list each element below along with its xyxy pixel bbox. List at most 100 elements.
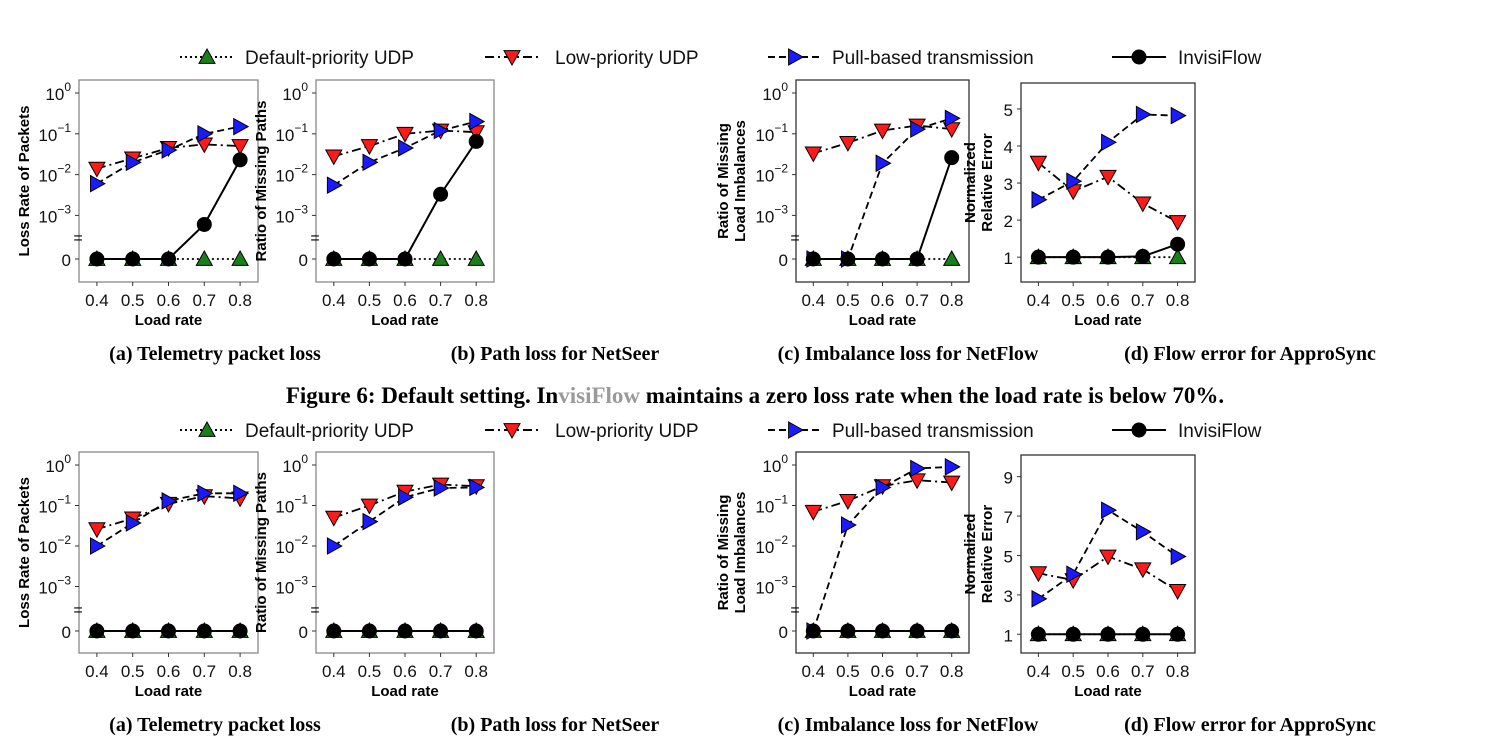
data-point (873, 123, 892, 140)
axis-break-icon: = (73, 230, 82, 247)
x-axis-label: Load rate (135, 312, 203, 329)
data-point (398, 139, 415, 157)
data-point (88, 522, 106, 539)
x-tick-label: 0.8 (1166, 662, 1190, 681)
x-tick-label: 0.7 (905, 291, 929, 310)
data-point (397, 623, 413, 639)
y-tick-base: 10 (755, 579, 774, 598)
x-tick-label: 0.4 (801, 291, 825, 310)
data-point (125, 153, 142, 172)
x-tick-label: 0.6 (1096, 291, 1120, 310)
y-tick-label: 10−2 (755, 162, 788, 186)
data-point (196, 216, 212, 232)
data-point (324, 510, 343, 527)
data-point (360, 498, 379, 515)
x-axis-label: Load rate (135, 683, 203, 700)
data-point (1133, 562, 1152, 579)
x-tick-label: 0.4 (85, 291, 109, 310)
series-invisi (1030, 236, 1186, 265)
legend: Default-priority UDP Low-priority UDP Pull… (180, 420, 1262, 442)
y-tick-exponent: −2 (774, 162, 788, 176)
y-tick-base: 10 (38, 579, 57, 598)
y-tick-label: 2 (1004, 212, 1013, 231)
series-line (1037, 113, 1178, 201)
axis-break-icon: = (73, 602, 82, 619)
y-tick-label: 10−1 (755, 121, 788, 145)
series-invisi (89, 623, 248, 639)
subfigure-caption: (d) Flow error for ApproSync (1124, 343, 1376, 365)
series-line (813, 479, 952, 513)
y-tick-label-zero: 0 (299, 251, 308, 270)
data-point (362, 512, 379, 531)
x-axis-label: Load rate (849, 683, 917, 700)
data-point (90, 174, 106, 193)
data-point (875, 154, 892, 173)
series-pull (90, 117, 250, 193)
y-tick-exponent: −1 (294, 493, 308, 507)
x-tick-label: 0.4 (1027, 662, 1051, 681)
axis-break-icon: = (790, 602, 799, 619)
y-axis-label: Normalized (962, 142, 979, 223)
data-point (433, 479, 450, 497)
y-tick-exponent: −2 (294, 533, 308, 547)
data-point (362, 153, 379, 172)
data-point (875, 478, 892, 497)
data-point (1100, 249, 1116, 265)
chart-panel: 1 3 5 7 9 0.4 0.5 0.6 0.7 0.8 Load rate Normalized R… (962, 454, 1376, 736)
x-tick-label: 0.4 (322, 291, 346, 310)
subfigure-caption: (a) Telemetry packet loss (109, 714, 321, 736)
x-tick-label: 0.6 (157, 662, 181, 681)
axis-break-icon: = (790, 230, 799, 247)
data-point (433, 623, 449, 639)
y-tick-label: 5 (1004, 101, 1013, 120)
y-tick-label: 100 (282, 452, 308, 476)
series-low (804, 473, 961, 521)
y-tick-exponent: −1 (774, 493, 788, 507)
data-point (804, 146, 823, 163)
data-point (1031, 190, 1048, 209)
data-point (1135, 626, 1151, 642)
data-point (944, 458, 961, 476)
legend-label: Pull-based transmission (832, 421, 1034, 442)
data-point (431, 249, 450, 266)
subfigure-caption: (d) Flow error for ApproSync (1124, 714, 1376, 736)
legend-marker-triangle-down-icon (503, 423, 521, 440)
y-tick-label: 10−1 (755, 493, 788, 517)
y-tick-label-zero: 0 (779, 623, 788, 642)
x-tick-label: 0.5 (121, 291, 145, 310)
series-pull (806, 458, 961, 640)
data-point (396, 126, 414, 143)
y-tick-base: 10 (755, 167, 774, 186)
data-point (326, 251, 342, 267)
data-point (1135, 522, 1152, 541)
data-point (361, 251, 377, 267)
data-point (1101, 133, 1118, 152)
caption-suffix: maintains a zero loss rate when the load… (640, 383, 1224, 408)
x-tick-label: 0.7 (1131, 662, 1155, 681)
x-tick-label: 0.7 (1131, 291, 1155, 310)
data-point (1065, 626, 1081, 642)
data-point (469, 478, 486, 497)
series-pull (326, 112, 486, 195)
x-tick-label: 0.6 (871, 291, 895, 310)
x-tick-label: 0.7 (429, 291, 453, 310)
data-point (1168, 215, 1187, 231)
y-tick-label: 10−3 (755, 202, 788, 226)
y-axis-label: Normalized (962, 514, 979, 595)
series-low (1029, 549, 1187, 600)
y-tick-exponent: −3 (294, 574, 308, 588)
y-tick-exponent: 0 (781, 80, 788, 94)
series-line (813, 157, 953, 260)
y-tick-base: 10 (755, 126, 774, 145)
data-point (841, 516, 857, 534)
data-point (1099, 549, 1117, 566)
x-axis-label: Load rate (1074, 312, 1142, 329)
y-tick-label: 7 (1004, 508, 1013, 527)
chart-panel: 1 2 3 4 5 0.4 0.5 0.6 0.7 0.8 Load rate Normalized R… (962, 82, 1376, 365)
x-tick-label: 0.5 (358, 291, 382, 310)
x-tick-label: 0.7 (429, 662, 453, 681)
data-point (1133, 196, 1152, 213)
